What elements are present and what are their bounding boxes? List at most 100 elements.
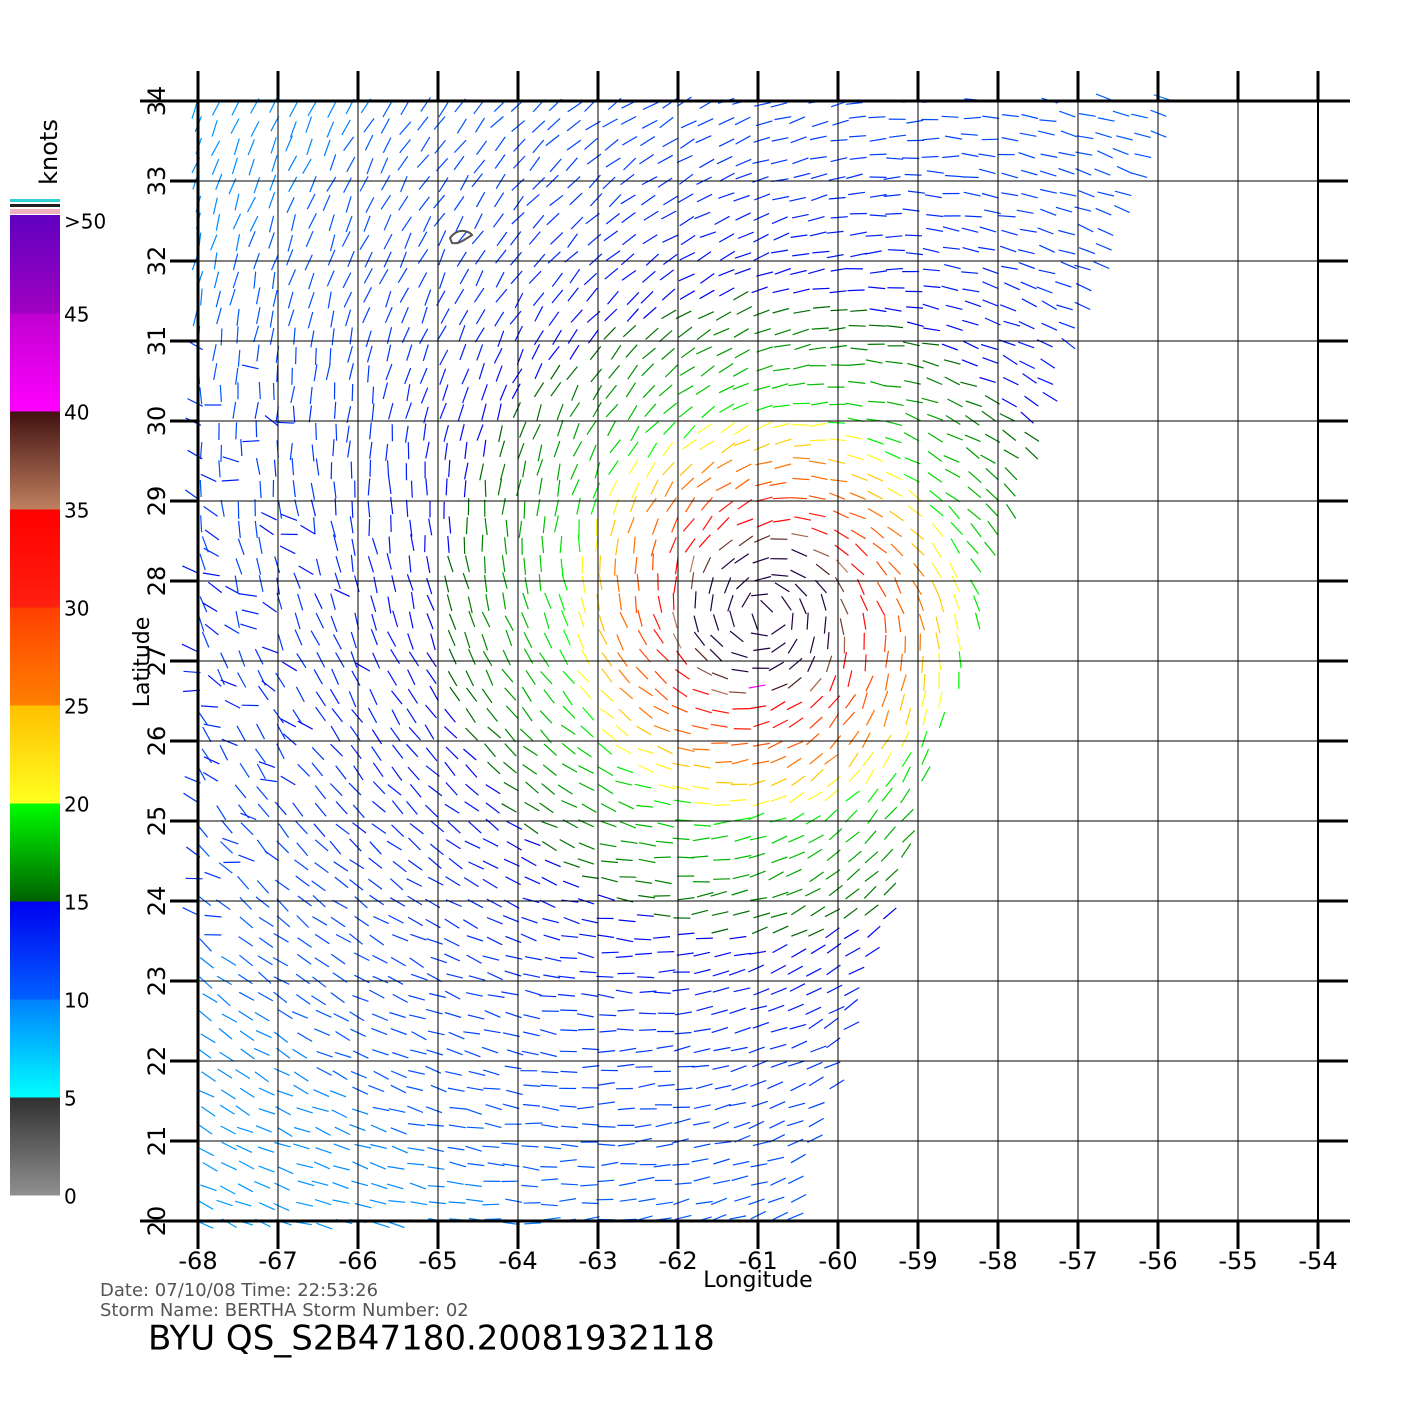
- wind-vector: [346, 310, 351, 326]
- wind-vector: [754, 310, 770, 316]
- wind-vector: [353, 1051, 368, 1058]
- wind-vector: [694, 1177, 710, 1181]
- wind-vector: [562, 574, 567, 590]
- wind-vector: [259, 1109, 275, 1114]
- wind-vector: [534, 330, 543, 344]
- wind-vector: [964, 117, 981, 118]
- wind-vector: [805, 889, 820, 897]
- wind-vector: [408, 917, 423, 926]
- wind-vector: [305, 255, 312, 270]
- wind-vector: [771, 1062, 787, 1068]
- wind-vector: [200, 480, 201, 497]
- wind-vector: [865, 852, 878, 863]
- wind-vector: [1042, 301, 1057, 310]
- wind-vector: [754, 103, 771, 107]
- y-tick-label: 27: [143, 646, 171, 677]
- wind-vector: [270, 328, 273, 345]
- wind-vector: [831, 268, 848, 271]
- wind-vector: [621, 195, 636, 204]
- wind-vector: [475, 328, 484, 343]
- wind-vector: [684, 426, 695, 439]
- wind-vector: [255, 1072, 269, 1082]
- wind-vector: [716, 483, 731, 491]
- wind-vector: [465, 632, 470, 648]
- wind-vector: [521, 1185, 538, 1186]
- wind-vector: [678, 194, 693, 203]
- wind-vector: [844, 908, 858, 918]
- wind-vector: [504, 782, 519, 791]
- wind-vector: [539, 574, 540, 591]
- wind-vector: [673, 687, 687, 697]
- wind-vector: [584, 273, 597, 285]
- wind-vector: [654, 706, 669, 714]
- wind-vector: [552, 290, 563, 303]
- wind-vector: [889, 135, 906, 137]
- colorbar-tick-label: 35: [64, 499, 89, 523]
- wind-vector: [693, 749, 710, 750]
- wind-vector: [412, 592, 415, 609]
- wind-vector: [1117, 166, 1132, 173]
- wind-vector: [697, 478, 711, 488]
- wind-vector: [390, 898, 405, 907]
- wind-vector: [311, 996, 325, 1005]
- wind-vector: [316, 1148, 332, 1154]
- wind-vector: [426, 442, 429, 459]
- wind-vector: [850, 253, 867, 257]
- wind-vector: [851, 564, 864, 575]
- wind-vector: [922, 157, 939, 158]
- wind-vector: [249, 231, 256, 247]
- wind-vector: [829, 328, 846, 331]
- wind-vector: [237, 1127, 253, 1132]
- wind-vector: [540, 1167, 557, 1168]
- wind-vector: [812, 528, 828, 534]
- wind-vector: [618, 1010, 635, 1011]
- wind-vector: [791, 235, 808, 237]
- wind-vector: [459, 310, 467, 325]
- wind-vector: [330, 784, 342, 796]
- wind-vector: [730, 800, 747, 801]
- wind-vector: [540, 653, 550, 667]
- wind-vector: [598, 767, 613, 776]
- wind-vector: [654, 992, 671, 993]
- wind-vector: [466, 556, 470, 573]
- wind-vector: [258, 993, 273, 1001]
- wind-vector: [769, 872, 784, 880]
- wind-vector: [515, 326, 522, 341]
- wind-vector: [599, 1127, 616, 1128]
- wind-vector: [524, 1203, 541, 1204]
- wind-vector: [233, 272, 238, 288]
- wind-vector: [350, 328, 352, 345]
- wind-vector: [450, 687, 460, 701]
- wind-vector: [225, 625, 240, 634]
- wind-vector: [901, 675, 906, 691]
- wind-vector: [260, 525, 274, 535]
- wind-vector: [201, 706, 218, 707]
- wind-vector: [182, 566, 198, 573]
- wind-vector: [877, 582, 886, 597]
- wind-vector: [675, 1215, 692, 1219]
- wind-vector: [445, 443, 447, 460]
- wind-vector: [654, 914, 671, 916]
- wind-vector: [424, 424, 426, 441]
- wind-vector: [731, 1047, 748, 1050]
- y-tick-label: 24: [143, 886, 171, 917]
- wind-vector: [218, 669, 225, 685]
- wind-vector: [583, 707, 594, 720]
- wind-vector: [259, 686, 269, 700]
- wind-vector: [846, 174, 862, 179]
- wind-vector: [255, 521, 257, 538]
- wind-vector: [809, 1103, 825, 1109]
- wind-vector: [1038, 378, 1054, 385]
- wind-vector: [558, 480, 560, 497]
- wind-vector: [392, 935, 408, 941]
- wind-vector: [248, 197, 256, 212]
- wind-vector: [886, 869, 898, 881]
- wind-vector: [1004, 450, 1019, 458]
- wind-vector: [314, 517, 315, 534]
- wind-vector: [426, 1009, 442, 1014]
- wind-vector: [658, 155, 673, 163]
- wind-vector: [735, 350, 750, 358]
- wind-vector: [201, 289, 202, 306]
- wind-vector: [389, 403, 393, 419]
- wind-vector: [199, 1201, 214, 1210]
